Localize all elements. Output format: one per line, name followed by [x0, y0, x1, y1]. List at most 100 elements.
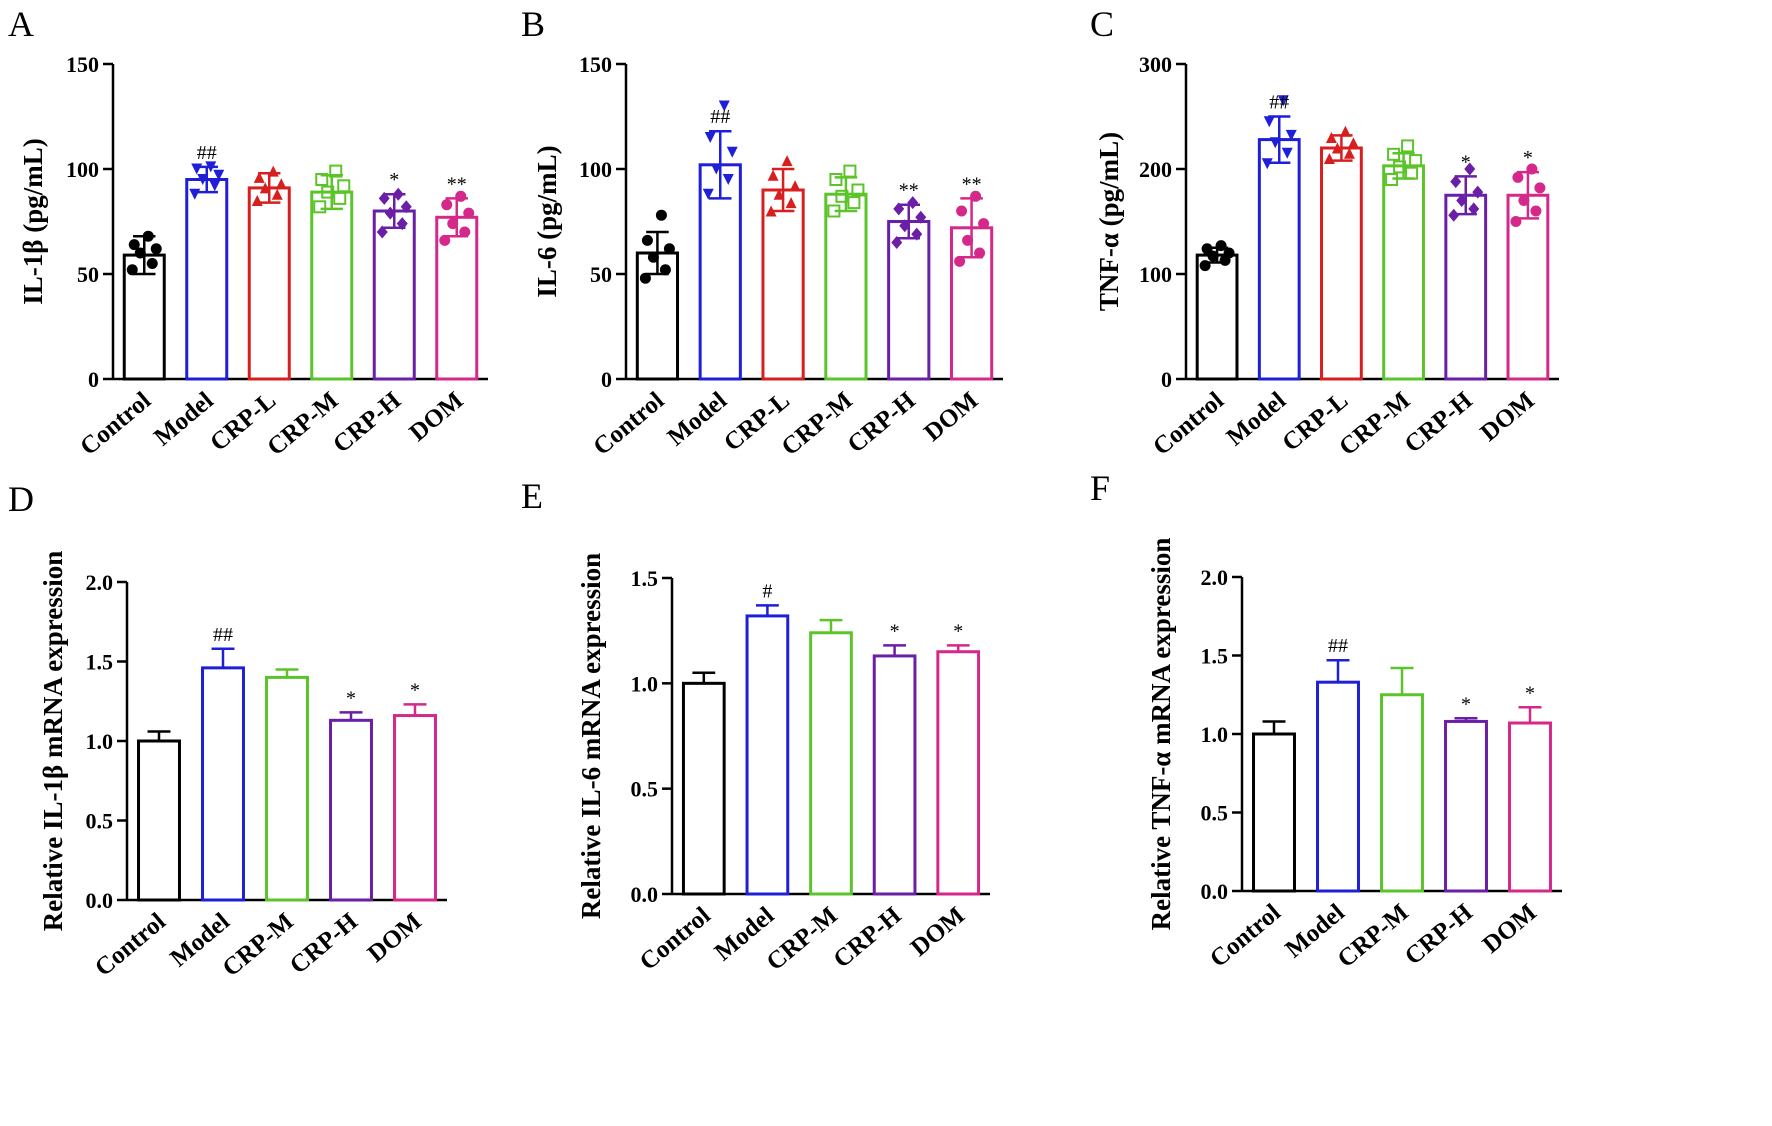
y-tick-label: 0.0: [1201, 879, 1229, 904]
data-point: [1343, 147, 1355, 159]
y-axis-label: IL-6 (pg/mL): [532, 145, 562, 297]
category-label: CRP-M: [777, 387, 858, 461]
bar-CRP-H: [372, 209, 416, 381]
panel-letter: A: [8, 4, 34, 44]
category-label: CRP-M: [1333, 899, 1414, 973]
significance-marker: *: [346, 687, 356, 709]
significance-marker: ##: [1269, 92, 1289, 114]
data-point: [1281, 147, 1293, 159]
significance-marker: *: [1461, 151, 1471, 173]
data-point: [1450, 175, 1462, 189]
category-label: CRP-M: [762, 902, 843, 976]
category-label: DOM: [906, 902, 970, 962]
panel-letter: F: [1090, 468, 1110, 508]
panel-letter: B: [521, 4, 545, 44]
significance-marker: ##: [710, 106, 730, 128]
category-label: Control: [635, 902, 716, 976]
data-point: [134, 247, 146, 259]
y-tick-label: 2.0: [1201, 565, 1229, 590]
data-point: [213, 169, 225, 181]
significance-marker: **: [962, 173, 982, 195]
bar-DOM: [1508, 721, 1552, 893]
data-point: [773, 188, 785, 200]
data-point: [1401, 139, 1415, 153]
bar-CRP-M: [809, 631, 853, 896]
data-point: [259, 182, 271, 194]
significance-marker: *: [890, 620, 900, 642]
bar-Model: [745, 614, 790, 896]
data-point: [1201, 243, 1213, 255]
data-point: [659, 264, 671, 276]
data-point: [1323, 153, 1335, 164]
data-point: [205, 161, 217, 173]
data-point: [1339, 125, 1351, 137]
category-label: CRP-H: [1400, 387, 1478, 459]
panel-F: F 0.0 0.5 1.0 1.5 2.0 Relative TNF-α mRNA expr…: [1090, 468, 1562, 973]
y-tick-label: 150: [66, 52, 99, 77]
panel-A: A 0 50 100 150 IL-1β (pg/mL) Control ## Model CRP…: [8, 4, 488, 461]
data-point: [899, 219, 911, 233]
data-point: [1223, 247, 1235, 259]
data-point: [275, 178, 287, 190]
y-tick-label: 0: [601, 367, 612, 392]
data-point: [956, 205, 968, 217]
category-label: DOM: [1478, 899, 1542, 959]
data-point: [463, 207, 475, 219]
data-point: [1448, 208, 1460, 222]
category-label: Control: [75, 387, 156, 461]
data-point: [1526, 163, 1538, 175]
data-point: [962, 234, 974, 246]
bar-CRP-M: [265, 675, 309, 902]
y-tick-label: 0: [1161, 367, 1172, 392]
data-point: [459, 226, 471, 238]
category-label: DOM: [919, 387, 983, 447]
bar-CRP-M: [1382, 164, 1425, 381]
data-point: [1468, 202, 1480, 216]
data-point: [911, 227, 923, 241]
data-point: [392, 187, 404, 201]
category-label: CRP-H: [828, 902, 906, 974]
panel-letter: E: [521, 476, 543, 516]
data-point: [315, 173, 329, 186]
data-point: [1393, 160, 1407, 174]
y-axis-label: IL-1β (pg/mL): [18, 138, 48, 304]
category-label: CRP-H: [328, 387, 406, 459]
data-point: [970, 190, 982, 202]
significance-marker: *: [1523, 147, 1533, 169]
data-point: [718, 100, 730, 112]
data-point: [835, 189, 849, 203]
category-label: CRP-H: [1400, 899, 1478, 971]
category-label: Model: [1222, 387, 1292, 451]
data-point: [1261, 158, 1273, 170]
category-label: Model: [663, 387, 733, 451]
data-point: [1464, 162, 1476, 176]
y-tick-label: 1.0: [631, 671, 659, 696]
y-axis-label: Relative IL-6 mRNA expression: [576, 553, 606, 919]
data-point: [1387, 147, 1401, 161]
bar-Control: [1195, 253, 1239, 381]
data-point: [1385, 173, 1399, 186]
data-point: [1347, 137, 1359, 149]
significance-marker: ##: [213, 624, 233, 646]
bar-CRP-H: [329, 718, 373, 902]
data-point: [843, 164, 857, 178]
data-point: [702, 188, 714, 200]
data-point: [1277, 95, 1289, 107]
data-point: [321, 185, 335, 199]
data-point: [128, 239, 140, 251]
data-point: [974, 247, 986, 259]
data-point: [439, 234, 451, 246]
data-point: [765, 205, 777, 217]
data-point: [267, 165, 279, 177]
category-label: CRP-H: [285, 908, 363, 980]
bar-Model: [1257, 138, 1301, 381]
y-tick-label: 300: [1139, 52, 1172, 77]
data-point: [1472, 185, 1484, 199]
data-point: [447, 218, 459, 230]
panel-E: E 0.0 0.5 1.0 1.5 Relative IL-6 mRNA expressi…: [521, 476, 990, 976]
data-point: [441, 199, 453, 211]
data-point: [954, 255, 966, 267]
bar-Model: [201, 666, 245, 902]
category-label: Control: [90, 908, 171, 982]
category-label: CRP-M: [218, 908, 299, 982]
